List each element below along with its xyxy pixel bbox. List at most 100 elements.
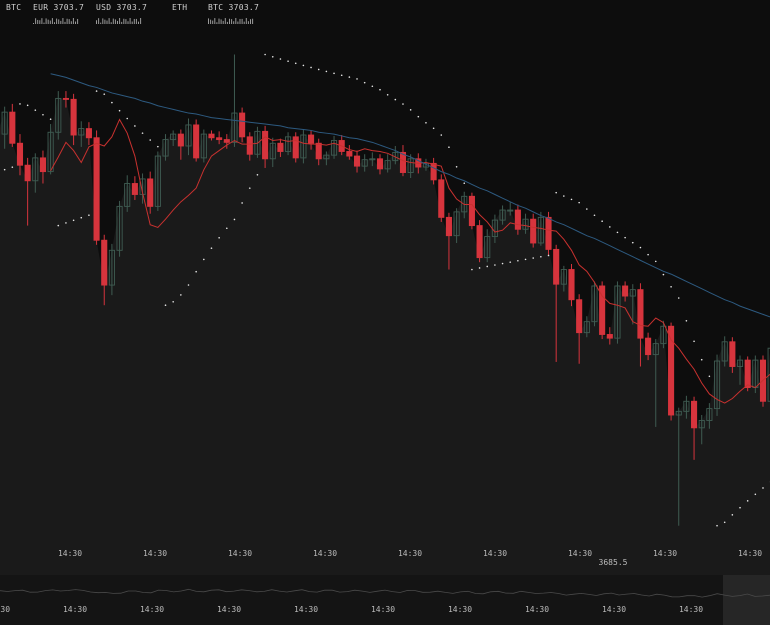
candlestick-chart[interactable]: 14:30 14:30 14:30 14:30 14:30 14:30 14:30 14:30… [0, 0, 770, 575]
candle [537, 216, 544, 244]
ticker-eth[interactable]: ETH [172, 3, 187, 12]
sar-dot [478, 267, 481, 269]
sparkline-bar [106, 20, 108, 24]
sparkline-bar [250, 19, 251, 24]
sparkline-bar [98, 18, 100, 24]
candle [637, 289, 644, 339]
sparkline-bar [222, 20, 224, 24]
sparkline-bar [51, 18, 53, 24]
navigator-tick-label: 14:30 [294, 605, 318, 614]
sar-dot [210, 247, 213, 249]
sparkline-bar [220, 19, 222, 24]
candle [744, 359, 751, 389]
sparkline-bar [49, 20, 51, 24]
ticker-usd[interactable]: USD 3703.7 [96, 3, 147, 24]
candle [108, 249, 115, 286]
sparkline-bar [212, 20, 214, 24]
sar-dot [363, 81, 366, 84]
sparkline-bar [96, 20, 97, 24]
candle [154, 155, 161, 207]
candle [399, 151, 407, 173]
navigator-window[interactable] [723, 575, 770, 625]
candle [24, 164, 31, 182]
candle [514, 209, 521, 230]
candle [767, 347, 770, 402]
sar-dot [141, 132, 144, 134]
candle [55, 97, 62, 133]
sar-dot [654, 260, 657, 263]
sparkline-bar [224, 18, 226, 24]
navigator[interactable]: 14:30 14:30 14:30 14:30 14:30 14:30 14:30 14:30… [0, 575, 770, 625]
candle [116, 205, 123, 251]
navigator-series [0, 588, 770, 598]
sar-dot [463, 182, 466, 185]
sar-dot [432, 127, 435, 130]
ticker-btc-price[interactable]: BTC 3703.7 [208, 3, 259, 24]
sar-dot [164, 304, 167, 307]
sparkline-bar [239, 18, 241, 24]
sar-dot [708, 375, 711, 378]
sar-dot [700, 358, 703, 361]
sparkline-bar [43, 22, 45, 24]
candle [499, 209, 506, 221]
sparkline-bar [54, 22, 55, 24]
candle [269, 142, 276, 160]
sar-dot [402, 103, 404, 105]
candle [453, 211, 460, 237]
candle [1, 111, 8, 135]
ticker-btc[interactable]: BTC [6, 3, 21, 12]
sparkline-bar [138, 21, 139, 24]
candle [292, 136, 299, 159]
candle [445, 216, 452, 237]
candle [346, 151, 353, 157]
sar-dot [716, 524, 718, 527]
sparkline-bar [218, 18, 220, 24]
sar-dot [524, 258, 527, 261]
sar-dot [317, 68, 320, 71]
x-tick-label: 14:30 [738, 549, 762, 558]
sparkline-bar [33, 23, 34, 24]
sparkline-bar [110, 22, 112, 24]
candle [384, 160, 391, 170]
candle [652, 343, 659, 356]
sparkline-bar [58, 19, 60, 24]
sar-dot [494, 264, 496, 266]
ticker-label: BTC [6, 3, 22, 12]
navigator-tick-label: 14:30 [0, 605, 10, 614]
navigator-tick-label: 14:30 [371, 605, 395, 614]
candle [285, 136, 292, 152]
sar-dot [616, 231, 619, 234]
sar-dot [639, 246, 642, 249]
candle [239, 112, 246, 138]
candle [614, 285, 621, 339]
candle [468, 195, 475, 227]
sar-dot [72, 219, 75, 222]
navigator-tick-label: 14:30 [679, 605, 703, 614]
candle [568, 269, 575, 301]
x-tick-label: 14:30 [58, 549, 82, 558]
candle [361, 159, 368, 167]
candle [62, 97, 69, 100]
ticker-eur[interactable]: EUR 3703.7 [33, 3, 84, 24]
candle [606, 334, 613, 339]
sparkline-bar [123, 18, 125, 24]
x-axis: 14:30 14:30 14:30 14:30 14:30 14:30 14:30 14:30… [58, 549, 762, 558]
sar-dot [425, 121, 427, 124]
sparkline-bar [77, 18, 79, 24]
sar-dot [203, 258, 205, 261]
candle [93, 137, 100, 241]
sparkline-bar [252, 18, 254, 24]
bollinger-band-blue-line [50, 73, 770, 318]
candle [193, 124, 200, 159]
navigator-tick-label: 14:30 [217, 605, 241, 614]
sar-dot [248, 187, 251, 189]
x-tick-label: 14:30 [228, 549, 252, 558]
sparkline-bar [45, 18, 47, 24]
sar-dot [685, 319, 688, 322]
candle [147, 178, 154, 207]
sparkline-bar [64, 21, 66, 24]
candle [216, 137, 223, 141]
candle [660, 325, 667, 345]
sparkline-bar [75, 21, 76, 24]
candle [369, 158, 376, 161]
